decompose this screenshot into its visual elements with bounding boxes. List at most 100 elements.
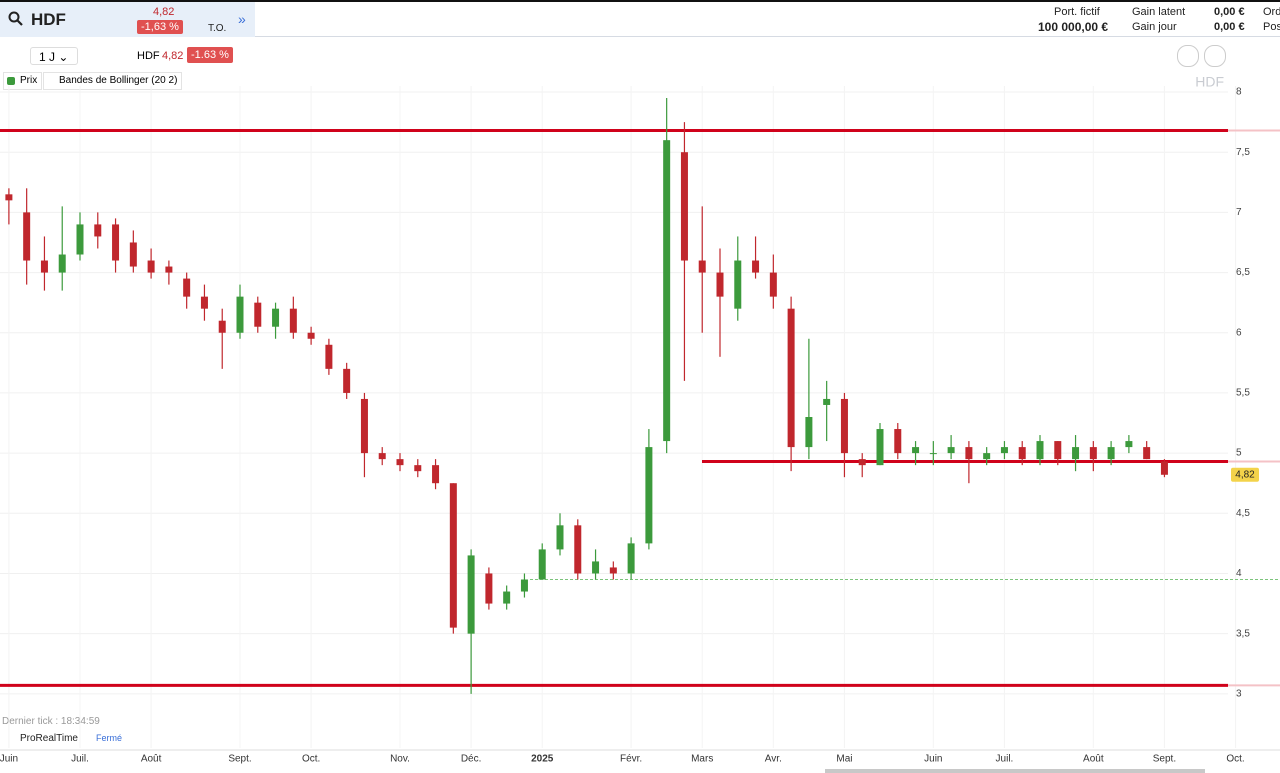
- candle-body: [823, 398, 831, 405]
- x-tick-label: 2025: [531, 754, 554, 765]
- x-tick-label: Oct.: [302, 754, 320, 765]
- candle-body: [734, 260, 742, 309]
- y-tick-label: 7,5: [1236, 147, 1250, 158]
- y-tick-label: 3,5: [1236, 628, 1250, 639]
- toolbar-price: 4,82: [162, 50, 184, 62]
- x-tick-label: Déc.: [461, 754, 482, 765]
- y-tick-label: 6: [1236, 327, 1242, 338]
- candle-body: [396, 459, 404, 466]
- candle-body: [716, 272, 724, 297]
- candle-body: [983, 453, 991, 460]
- x-tick-label: Juil.: [996, 754, 1014, 765]
- symbol-box[interactable]: [0, 2, 255, 37]
- price: 4,82: [153, 6, 175, 18]
- candle-body: [289, 308, 297, 333]
- y-tick-label: 4,5: [1236, 508, 1250, 519]
- candle-body: [432, 465, 440, 484]
- y-tick-label: 4: [1236, 568, 1242, 579]
- x-tick-label: Mai: [836, 754, 852, 765]
- candle-body: [76, 224, 84, 255]
- candle-body: [858, 459, 866, 466]
- candle-body: [1107, 447, 1115, 460]
- ord-label: Ord: [1263, 6, 1280, 18]
- candle-body: [1072, 447, 1080, 460]
- candle-body: [1160, 461, 1168, 475]
- x-tick-label: Mars: [691, 754, 713, 765]
- candle-body: [769, 272, 777, 297]
- portfolio-value: 100 000,00 €: [1038, 20, 1109, 34]
- candle-body: [360, 398, 368, 454]
- candle-body: [645, 447, 653, 544]
- market-status: Fermé: [96, 733, 123, 743]
- candle-body: [663, 140, 671, 442]
- candle-body: [840, 398, 848, 454]
- x-tick-label: Sept.: [228, 754, 251, 765]
- candle-body: [947, 447, 955, 454]
- search-icon[interactable]: [8, 11, 24, 27]
- candle-body: [165, 266, 173, 273]
- legend-bollinger[interactable]: Bandes de Bollinger (20 2): [43, 72, 183, 90]
- candle-body: [58, 254, 66, 273]
- candle-body: [1143, 447, 1151, 460]
- gain-latent-label: Gain latent: [1132, 6, 1186, 18]
- last-price-label: 4,82: [1235, 469, 1255, 480]
- candle-body: [1089, 447, 1097, 460]
- y-tick-label: 5,5: [1236, 388, 1250, 399]
- candle-body: [307, 332, 315, 339]
- gain-jour-label: Gain jour: [1132, 21, 1177, 33]
- candle-body: [40, 260, 48, 273]
- brand: ProRealTime: [20, 733, 78, 744]
- candle-body: [627, 543, 635, 574]
- expand-arrow[interactable]: »: [238, 11, 246, 27]
- candle-body: [698, 260, 706, 273]
- legend-bollinger-text: Bandes de Bollinger (20 2): [59, 75, 178, 86]
- candle-body: [520, 579, 528, 592]
- candle-body: [218, 320, 226, 333]
- gain-latent: 0,00 €: [1214, 6, 1245, 18]
- settings-button[interactable]: [1177, 45, 1199, 67]
- y-tick-label: 5: [1236, 448, 1242, 459]
- y-tick-label: 3: [1236, 688, 1242, 699]
- candle-body: [787, 308, 795, 448]
- candle-body: [876, 429, 884, 466]
- candle-body: [912, 447, 920, 454]
- y-tick-label: 7: [1236, 207, 1242, 218]
- interval-select[interactable]: 1 J ⌄: [30, 47, 78, 65]
- toolbar-change: -1.63 %: [187, 47, 233, 63]
- window-button[interactable]: [1204, 45, 1226, 67]
- candle-body: [894, 429, 902, 454]
- x-tick-label: Sept.: [1153, 754, 1176, 765]
- candle-body: [129, 242, 137, 267]
- to-label[interactable]: T.O.: [208, 23, 227, 34]
- candle-body: [467, 555, 475, 634]
- candle-body: [592, 561, 600, 574]
- candle-body: [503, 591, 511, 604]
- candle-body: [965, 447, 973, 460]
- candle-body: [752, 260, 760, 273]
- candle-body: [272, 308, 280, 327]
- candle-body: [112, 224, 120, 261]
- candle-body: [1036, 441, 1044, 460]
- candle-body: [325, 344, 333, 369]
- symbol: HDF: [31, 10, 66, 29]
- candle-body: [680, 152, 688, 261]
- x-tick-label: Avr.: [765, 754, 782, 765]
- x-tick-label: Juin: [0, 754, 18, 765]
- candle-body: [147, 260, 155, 273]
- legend-price[interactable]: Prix: [3, 72, 43, 90]
- toolbar-symbol: HDF: [137, 50, 160, 62]
- candle-body: [805, 417, 813, 448]
- x-tick-label: Août: [141, 754, 162, 765]
- candle-body: [538, 549, 546, 580]
- gain-jour: 0,00 €: [1214, 21, 1245, 33]
- x-tick-label: Oct.: [1226, 754, 1244, 765]
- watermark: HDF: [1195, 74, 1224, 90]
- candle-body: [5, 194, 13, 201]
- candle-body: [94, 224, 102, 237]
- candle-body: [236, 296, 244, 333]
- candle-body: [609, 567, 617, 574]
- y-tick-label: 6,5: [1236, 267, 1250, 278]
- candle-body: [1000, 447, 1008, 454]
